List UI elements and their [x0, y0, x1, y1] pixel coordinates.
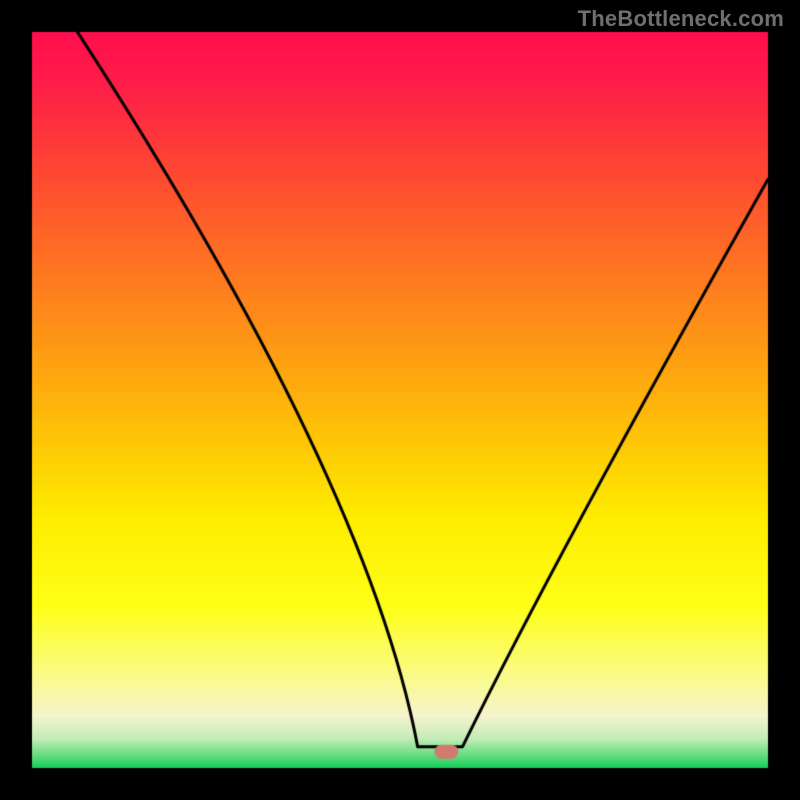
bottleneck-chart-canvas [0, 0, 800, 800]
chart-container: TheBottleneck.com [0, 0, 800, 800]
